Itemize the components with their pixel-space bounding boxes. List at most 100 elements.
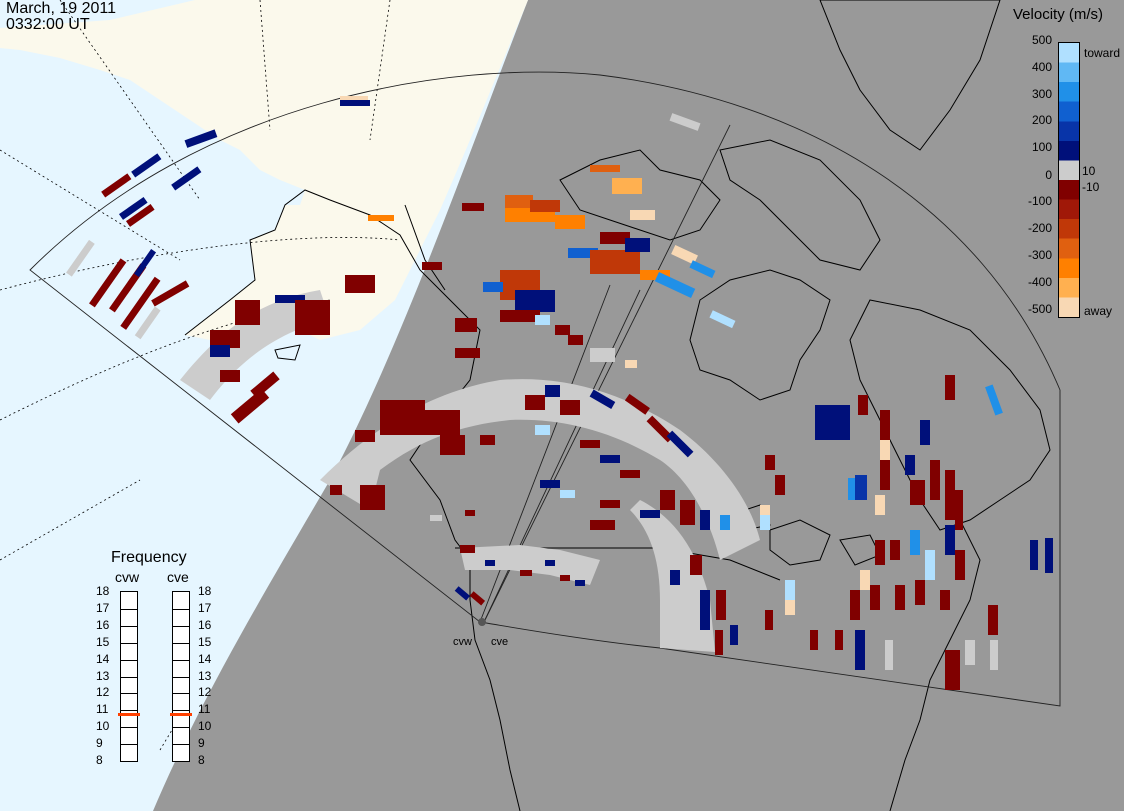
- vel-cell: [355, 430, 375, 442]
- vel-cell: [890, 540, 900, 560]
- vel-cell: [462, 203, 484, 211]
- vel-cell: [530, 200, 560, 212]
- colorbar-away-label: away: [1084, 304, 1113, 318]
- beam-line-2: [483, 124, 731, 623]
- vel-cell: [612, 178, 642, 194]
- vel-cell: [945, 525, 955, 555]
- vel-cell: [930, 460, 940, 500]
- vel-cell: [870, 585, 880, 610]
- vel-cell: [671, 244, 698, 265]
- vel-cell: [600, 232, 630, 244]
- frequency-grid-line: [121, 659, 137, 661]
- vel-cell: [815, 405, 850, 440]
- vel-cell: [235, 300, 260, 325]
- frequency-cve-label: cve: [167, 569, 189, 585]
- frequency-label-right: 15: [198, 634, 212, 649]
- vel-cell: [625, 238, 650, 252]
- vel-cell: [630, 210, 655, 220]
- frequency-grid-line: [121, 727, 137, 729]
- lat-line-60: [0, 299, 331, 421]
- frequency-grid-line: [121, 676, 137, 678]
- vel-cell: [700, 590, 710, 630]
- frequency-cvw-label: cvw: [115, 569, 140, 585]
- frequency-grid-line: [121, 625, 137, 627]
- vel-cell: [669, 113, 701, 131]
- vel-cell: [380, 400, 425, 435]
- vel-cell: [575, 580, 585, 586]
- frequency-label-right: 10: [198, 719, 212, 734]
- colorbar-tick: 100: [1031, 140, 1052, 154]
- vel-cell: [880, 460, 890, 490]
- vel-cell: [858, 395, 868, 415]
- frequency-label-right: 18: [198, 584, 212, 598]
- vel-cell: [715, 630, 723, 655]
- vel-cell: [955, 490, 963, 530]
- frequency-bar-cvw: [118, 591, 140, 762]
- vel-cell: [915, 580, 925, 605]
- vel-cell: [910, 480, 925, 505]
- vel-cell: [689, 260, 716, 279]
- labrador: [849, 299, 1051, 531]
- frequency-bar-cve: [170, 591, 192, 762]
- vel-cell: [500, 310, 540, 322]
- baffin: [719, 139, 881, 271]
- vel-cell: [555, 325, 570, 335]
- colorbar-tick: -500: [1027, 302, 1052, 316]
- vel-cell: [810, 630, 818, 650]
- vel-cell: [835, 630, 843, 650]
- coastline-west: [184, 189, 521, 811]
- vel-cell: [765, 455, 775, 470]
- vel-cell: [666, 430, 694, 458]
- vel-cell: [295, 300, 330, 335]
- colorbar-tick: 500: [1031, 33, 1052, 47]
- vel-cell: [520, 570, 532, 576]
- vel-cell: [670, 570, 680, 585]
- vel-cell: [465, 510, 475, 516]
- vel-cell: [131, 153, 162, 178]
- vel-cell: [589, 389, 616, 409]
- vel-cell: [988, 605, 998, 635]
- vel-cell: [640, 510, 660, 518]
- arctic-islands: [559, 149, 721, 241]
- vel-cell: [880, 440, 890, 460]
- vel-cell: [945, 650, 960, 690]
- frequency-marker: [118, 712, 140, 716]
- daylight-land: [0, 0, 528, 340]
- frequency-grid-line: [173, 608, 189, 610]
- scatter-arc-west-near: [180, 290, 330, 400]
- vel-cell: [910, 530, 920, 555]
- colorbar-tick: 0: [1045, 168, 1052, 182]
- frequency-grid-line: [121, 693, 137, 695]
- velocity-colorbar: [1058, 42, 1080, 318]
- radar-site-marker: [478, 618, 486, 626]
- vel-cell: [590, 520, 615, 530]
- vel-cell: [920, 420, 930, 445]
- lon-line-5: [0, 479, 141, 561]
- vel-cell: [620, 470, 640, 478]
- lon-line-3: [369, 0, 391, 141]
- vel-cell: [625, 360, 637, 368]
- frequency-grid-line: [121, 744, 137, 746]
- vel-cell: [230, 388, 270, 424]
- kodiak: [274, 344, 301, 361]
- vel-cell: [700, 510, 710, 530]
- vel-cell: [965, 640, 975, 665]
- frequency-label-left: 10: [96, 719, 110, 734]
- vel-cell: [118, 196, 148, 220]
- vel-cell: [540, 480, 560, 488]
- frequency-grid-line: [173, 676, 189, 678]
- frequency-label-left: 8: [96, 753, 103, 767]
- vel-cell: [624, 393, 650, 415]
- frequency-label-left: 17: [96, 600, 110, 615]
- hudson-bay: [689, 269, 831, 401]
- lon-line-4: [0, 149, 181, 261]
- vel-cell: [545, 560, 555, 566]
- vel-cell: [860, 570, 870, 590]
- vel-cell: [568, 335, 583, 345]
- vel-cell: [210, 345, 230, 357]
- frequency-label-left: 11: [96, 702, 109, 717]
- vel-cell: [955, 550, 965, 580]
- vel-cell: [420, 410, 460, 435]
- vel-cell: [895, 585, 905, 610]
- vel-cell: [220, 370, 240, 382]
